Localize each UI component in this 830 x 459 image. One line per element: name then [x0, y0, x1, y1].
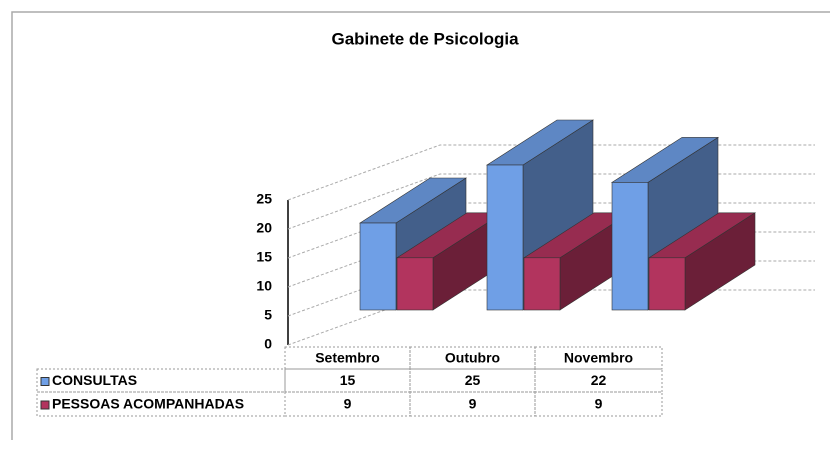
bar	[395, 212, 505, 311]
bar-front	[648, 257, 686, 311]
bar-front	[359, 222, 397, 311]
bar-front	[611, 182, 649, 311]
y-tick-label: 15	[256, 249, 272, 265]
frame	[11, 11, 830, 440]
legend-label: CONSULTAS	[52, 372, 137, 388]
x-tick-label: Setembro	[315, 350, 380, 366]
y-tick-label: 5	[264, 307, 272, 323]
y-tick-label: 20	[256, 220, 272, 236]
table-cell	[534, 346, 663, 370]
table-cell	[534, 368, 663, 393]
table-cell	[36, 368, 286, 393]
table-value: 9	[344, 396, 352, 412]
legend-swatch	[40, 377, 50, 386]
x-tick-label: Outubro	[445, 350, 500, 366]
table-cell	[534, 391, 663, 417]
y-tick-label: 10	[256, 278, 272, 294]
bar-front	[523, 257, 561, 311]
bar-front	[396, 257, 434, 311]
table-value: 9	[469, 396, 477, 412]
table-value: 9	[595, 396, 603, 412]
bar-front	[486, 164, 524, 311]
table-value: 25	[465, 372, 481, 388]
bar	[647, 212, 757, 311]
table-cell	[284, 346, 411, 370]
x-tick-label: Novembro	[564, 350, 633, 366]
table-cell	[409, 346, 536, 370]
chart-title: Gabinete de Psicologia	[331, 29, 519, 48]
y-tick-label: 0	[264, 336, 272, 352]
legend-label: PESSOAS ACOMPANHADAS	[52, 396, 244, 412]
legend-swatch	[40, 400, 50, 410]
y-tick-label: 25	[256, 191, 272, 207]
table-value: 22	[591, 372, 607, 388]
table-value: 15	[340, 372, 356, 388]
